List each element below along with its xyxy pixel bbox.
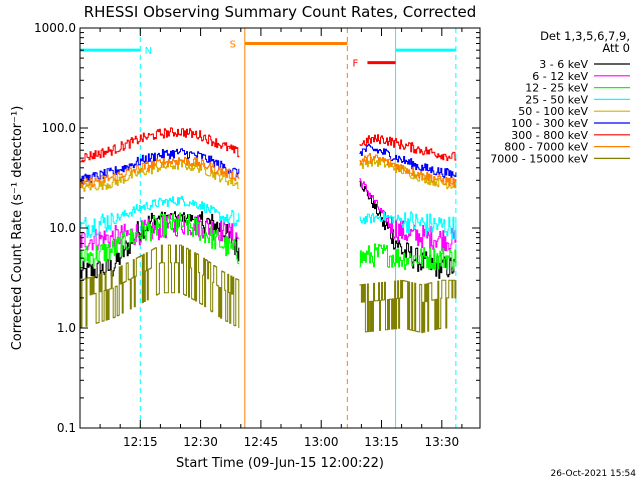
legend-label-800-7000: 800 - 7000 keV (504, 141, 588, 154)
y-tick-label-4: 1000.0 (34, 21, 76, 35)
series-line-800-7000-post (359, 153, 457, 188)
x-axis: 12:15 12:30 12:45 13:00 13:15 13:30 (99, 28, 463, 449)
legend-label-25-50: 25 - 50 keV (525, 93, 588, 106)
y-tick-label-0: 0.1 (57, 421, 76, 435)
series-line-6-12-post (359, 178, 457, 252)
y-tick-label-3: 100.0 (42, 121, 76, 135)
data-marks (80, 127, 457, 334)
x-tick-label-5: 13:30 (425, 435, 460, 449)
series-line-800-7000-pre (80, 156, 240, 189)
series-line-25-50-post (359, 211, 457, 240)
series-line-50-100-pre (80, 160, 239, 192)
footer-timestamp: 26-Oct-2021 15:54 (551, 469, 637, 479)
legend-label-7000-15000: 7000 - 15000 keV (490, 152, 588, 165)
chart-title: RHESSI Observing Summary Count Rates, Co… (84, 3, 477, 21)
x-tick-label-0: 12:15 (123, 435, 158, 449)
x-axis-label: Start Time (09-Jun-15 12:00:22) (176, 456, 384, 471)
legend-header-line1: Det 1,3,5,6,7,9, (540, 29, 630, 43)
legend-label-300-800: 300 - 800 keV (511, 129, 588, 142)
series-line-12-25-post (359, 243, 457, 271)
x-tick-label-2: 12:45 (244, 435, 279, 449)
legend-label-12-25: 12 - 25 keV (525, 82, 588, 95)
series-line-6-12-pre (80, 214, 240, 251)
legend-label-3-6: 3 - 6 keV (539, 58, 588, 71)
y-tick-label-1: 1.0 (57, 321, 76, 335)
series-line-100-300-post (359, 143, 457, 179)
series-line-7000-15000-pre (80, 244, 240, 329)
series-line-25-50-pre (80, 195, 240, 238)
y-tick-label-2: 10.0 (49, 221, 76, 235)
marker-label-s-1: S (230, 39, 236, 50)
legend-label-100-300: 100 - 300 keV (511, 117, 588, 130)
marker-label-n-0: N (145, 46, 152, 57)
legend-label-50-100: 50 - 100 keV (518, 105, 588, 118)
series-line-300-800-pre (80, 127, 240, 163)
y-axis: 0.1 1.0 10.0 100.0 1000.0 (34, 21, 480, 435)
plot-area: N S F (79, 28, 457, 428)
y-axis-label: Corrected Count Rate (s⁻¹ detector⁻¹) (10, 106, 25, 351)
marker-label-f-2: F (352, 59, 358, 70)
x-tick-label-4: 13:15 (364, 435, 399, 449)
legend-header-line2: Att 0 (602, 41, 630, 55)
x-tick-label-1: 12:30 (183, 435, 218, 449)
legend-label-6-12: 6 - 12 keV (532, 70, 588, 83)
series-line-300-800-post (359, 134, 457, 161)
series-line-3-6-post (359, 180, 457, 279)
series-line-12-25-pre (80, 212, 240, 269)
series-line-7000-15000-post (359, 279, 457, 334)
x-tick-label-3: 13:00 (304, 435, 339, 449)
